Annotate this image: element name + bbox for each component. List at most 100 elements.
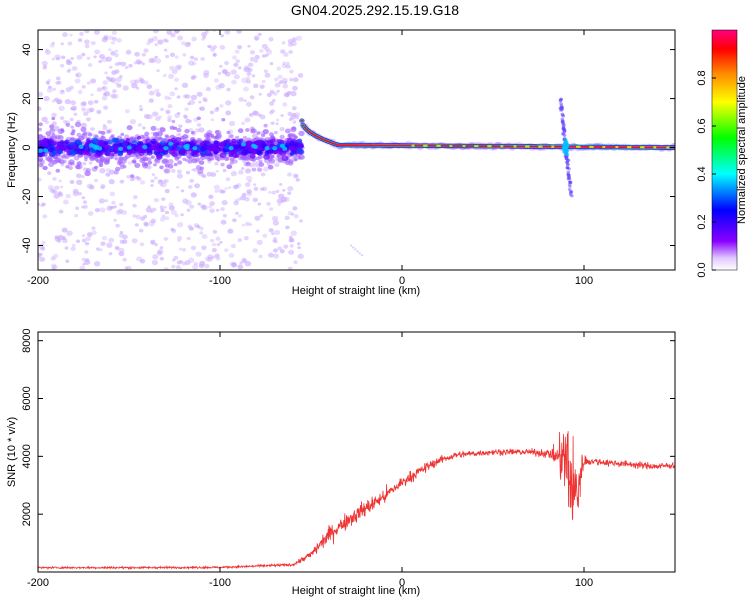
spectrogram-cell [108, 237, 115, 243]
spectrogram-cell [99, 207, 106, 213]
spectrogram-cell [124, 109, 130, 114]
spectrogram-cell [241, 142, 246, 147]
spectrogram-cell [259, 49, 264, 53]
spectrogram-cell [297, 138, 303, 143]
spectrogram-cell [236, 30, 242, 34]
spectrogram-cell [90, 127, 95, 131]
spectrogram-cell [114, 245, 120, 251]
spectrogram-cell [280, 49, 286, 54]
spectrogram-cell [154, 243, 158, 247]
spectrogram-cell [283, 196, 290, 203]
spectrogram-cell [261, 79, 266, 84]
spectrogram-cell [207, 256, 213, 262]
spectrogram-cell [295, 35, 303, 41]
spectrogram-cell [94, 151, 102, 158]
spectrogram-cell [158, 137, 163, 141]
spectrogram-cell [190, 245, 197, 251]
spectrogram-cell [193, 261, 199, 266]
spectrogram-cell [147, 160, 153, 165]
spectrogram-cell [122, 85, 129, 91]
spectrogram-cell [67, 41, 73, 46]
spectrogram-cell [64, 98, 71, 105]
spectrogram-cell [272, 239, 277, 243]
spectrogram-cell [76, 164, 83, 170]
spectrogram-cell [277, 246, 283, 251]
spectrogram-cell [251, 74, 256, 78]
spectrogram-cell [188, 99, 196, 105]
spectrogram-cell [235, 59, 240, 63]
spectrogram-cell [61, 227, 68, 233]
spectrogram-cell [215, 169, 219, 173]
spectrogram-x-label: Height of straight line (km) [292, 285, 420, 297]
spectrogram-cell [269, 101, 275, 106]
spectrogram-cell [62, 32, 68, 38]
spectrogram-cell [106, 242, 113, 248]
spectrogram-cell [135, 59, 142, 64]
spectrogram-cell [122, 156, 128, 161]
spectrogram-cell [122, 140, 128, 146]
spectrogram-cell [245, 156, 251, 161]
spectrogram-cell [566, 170, 571, 174]
spectrogram-cell [38, 163, 44, 168]
spectrogram-cell [254, 59, 258, 63]
spectrogram-cell [138, 228, 144, 233]
spectrogram-cell [145, 138, 152, 144]
spectrogram-cell [565, 160, 569, 164]
spectrogram-cell [169, 65, 175, 71]
spectrogram-cell [167, 159, 174, 165]
snr-x-tick-label: -100 [209, 577, 231, 589]
colorbar-tick-label: 0.6 [696, 118, 708, 133]
spectrogram-cell [177, 239, 181, 243]
spectrogram-cell [68, 165, 73, 171]
spectrogram-cell [244, 182, 251, 187]
spectrogram-cell [146, 84, 153, 90]
spectrogram-cell [253, 35, 260, 41]
spectrogram-cell [164, 95, 170, 100]
spectrogram-cell [126, 145, 132, 150]
spectrogram-cell [263, 69, 268, 74]
spectrogram-cell [104, 158, 111, 163]
spectrogram-cell [168, 148, 176, 155]
spectrogram-cell [111, 36, 117, 41]
spectrogram-cell [51, 135, 58, 141]
spectrogram-cell [256, 149, 264, 156]
spectrogram-cell [248, 112, 254, 117]
spectrogram-cell [244, 261, 252, 267]
spectrogram-cell [274, 229, 281, 236]
spectrogram-cell [50, 263, 57, 269]
spectrogram-cell [77, 38, 83, 42]
spectrogram-cell [224, 61, 230, 66]
spectrogram-cell [231, 262, 237, 267]
spectrogram-cell [249, 154, 256, 159]
spectrogram-cell [283, 92, 290, 98]
spectrogram-cell [184, 107, 189, 112]
spectrogram-cell [243, 66, 250, 73]
spectrogram-cell [288, 238, 294, 243]
spectrogram-cell [238, 97, 244, 102]
spectrogram-cell [146, 143, 152, 148]
spectrogram-cell [289, 69, 294, 74]
spectrogram-cell [101, 235, 108, 241]
spectrogram-cell [122, 159, 127, 164]
spectrogram-cell [186, 236, 191, 241]
spectrogram-cell [51, 41, 55, 45]
spectrogram-cell [174, 55, 179, 59]
spectrogram-cell [121, 210, 128, 215]
spectrogram-cell [292, 206, 298, 211]
spectrogram-cell [287, 172, 292, 177]
spectrogram-cell [162, 38, 168, 43]
spectrogram-cell [84, 39, 90, 45]
spectrogram-cell [169, 125, 175, 130]
colorbar-tick-label: 0.0 [696, 262, 708, 277]
spectrogram-cell [292, 85, 298, 91]
spectrogram-cell [109, 146, 114, 150]
spectrogram-cell [122, 257, 127, 262]
spectrogram-cell [50, 127, 54, 132]
colorbar-tick-label: 0.2 [696, 214, 708, 229]
snr-x-tick-label: 0 [399, 577, 405, 589]
spectrogram-cell [114, 62, 120, 67]
spectrogram-cell [275, 118, 280, 122]
spectrogram-cell [258, 162, 265, 167]
spectrogram-cell [113, 170, 119, 175]
spectrogram-cell [143, 221, 149, 226]
